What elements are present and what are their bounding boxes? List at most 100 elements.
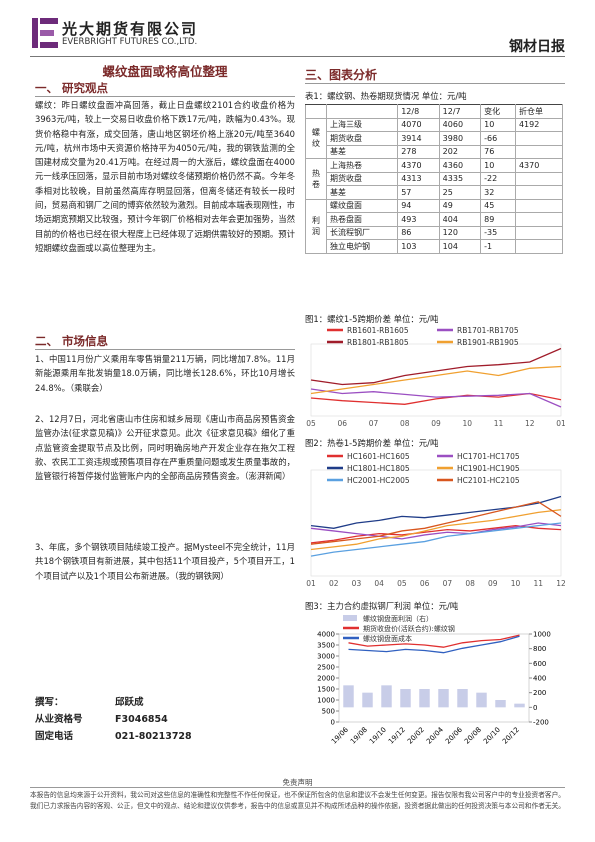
cell: 4360 bbox=[438, 158, 482, 173]
legend-label: HC1601-HC1605 bbox=[347, 452, 410, 461]
x-tick-label: 05 bbox=[397, 579, 407, 588]
rule bbox=[30, 787, 565, 788]
cell: 120 bbox=[438, 225, 482, 240]
cell: 89 bbox=[480, 212, 516, 227]
cell: 变化 bbox=[480, 104, 516, 119]
cell: 4370 bbox=[397, 158, 440, 173]
cell: 上海三级 bbox=[325, 117, 399, 132]
plot-frame bbox=[338, 633, 530, 723]
y-tick-label: 2000 bbox=[317, 675, 335, 683]
x-tick-label: 05 bbox=[306, 419, 316, 428]
row: 独立电炉钢 103 104 -1 bbox=[306, 239, 564, 254]
bar bbox=[514, 703, 525, 708]
plot-frame bbox=[310, 343, 562, 417]
cell: 利润 bbox=[305, 198, 327, 254]
bar bbox=[362, 692, 373, 708]
cell: 94 bbox=[397, 198, 440, 213]
section-heading: 三、图表分析 bbox=[305, 68, 378, 82]
report-name: 钢材日报 bbox=[509, 39, 565, 55]
cell: 上海热卷 bbox=[325, 158, 399, 173]
disclaimer-title: 免责声明 bbox=[282, 778, 313, 787]
cell: 热卷盘面 bbox=[325, 212, 399, 227]
y2-tick-label: 200 bbox=[533, 689, 546, 697]
bar bbox=[438, 689, 449, 708]
y2-tick-label: 400 bbox=[533, 675, 546, 683]
cell: 104 bbox=[438, 239, 482, 254]
author-value: F3046854 bbox=[115, 714, 168, 725]
cell: 10 bbox=[480, 117, 516, 132]
report-title: 螺纹盘面或将高位整理 bbox=[102, 64, 228, 79]
cell: 基差 bbox=[325, 185, 399, 200]
x-tick-label: 08 bbox=[400, 419, 410, 428]
y-tick-label: 2500 bbox=[317, 664, 335, 672]
cell: 折仓单 bbox=[514, 104, 564, 119]
x-tick-label: 03 bbox=[352, 579, 362, 588]
cell: -1 bbox=[480, 239, 516, 254]
author-row: 固定电话 021-80213728 bbox=[35, 728, 192, 745]
x-tick-label: 04 bbox=[374, 579, 384, 588]
cell bbox=[514, 225, 564, 240]
series-line bbox=[310, 522, 562, 557]
cell bbox=[514, 212, 564, 227]
series-line bbox=[310, 522, 562, 540]
series-line bbox=[348, 635, 520, 654]
paragraph: 3、年底，多个钢铁项目陆续竣工投产。据Mysteel不完全统计，11月共18个钢… bbox=[35, 542, 295, 581]
legend-label: HC1901-HC1905 bbox=[457, 464, 520, 473]
rule bbox=[305, 83, 565, 84]
row: 期货收盘 4313 4335 -22 bbox=[306, 171, 564, 186]
x-tick-label: 10 bbox=[511, 579, 521, 588]
legend-label: HC1801-HC1805 bbox=[347, 464, 410, 473]
y-tick-label: 4000 bbox=[317, 631, 335, 639]
cell: 202 bbox=[438, 144, 482, 159]
x-tick-label: 01 bbox=[556, 419, 565, 428]
x-tick-label: 09 bbox=[431, 419, 441, 428]
y-tick-label: 3000 bbox=[317, 653, 335, 661]
series-line bbox=[348, 634, 520, 648]
x-tick-label: 01 bbox=[306, 579, 316, 588]
cell: 493 bbox=[397, 212, 440, 227]
cell: 45 bbox=[480, 198, 516, 213]
cell: 长流程钢厂 bbox=[325, 225, 399, 240]
author-block: 撰写： 邱跃成 从业资格号 F3046854 固定电话 021-80213728 bbox=[35, 694, 192, 745]
series-line bbox=[310, 501, 562, 545]
cell: 10 bbox=[480, 158, 516, 173]
cell: -66 bbox=[480, 131, 516, 146]
x-tick-label: 08 bbox=[465, 579, 475, 588]
y2-tick-label: 800 bbox=[533, 645, 546, 653]
rule bbox=[35, 96, 295, 97]
y2-tick-label: -200 bbox=[533, 719, 549, 727]
legend-label: RB1901-RB1905 bbox=[457, 338, 519, 347]
row: 长流程钢厂 86 120 -35 bbox=[306, 225, 564, 240]
row: 利润 螺纹盘面 94 49 45 bbox=[305, 198, 564, 254]
cell bbox=[514, 198, 564, 213]
y-tick-label: 0 bbox=[331, 719, 335, 727]
series-line bbox=[310, 347, 562, 386]
y2-tick-label: 600 bbox=[533, 660, 546, 668]
author-key: 固定电话 bbox=[35, 731, 74, 742]
cell: 期货收盘 bbox=[325, 171, 399, 186]
cell bbox=[514, 171, 564, 186]
cell bbox=[514, 144, 564, 159]
series-line bbox=[310, 495, 562, 529]
cell: 278 bbox=[397, 144, 440, 159]
chart-caption: 图3：主力合约虚拟钢厂利润 单位：元/吨 bbox=[305, 601, 459, 611]
y-tick-label: 1500 bbox=[317, 686, 335, 694]
x-tick-label: 12 bbox=[556, 579, 565, 588]
cell: 3980 bbox=[438, 131, 482, 146]
series-line bbox=[310, 392, 562, 405]
cell: 4070 bbox=[397, 117, 440, 132]
cell: 3914 bbox=[397, 131, 440, 146]
disclaimer: 本报告的信息均来源于公开资料，我公司对这些信息的准确性和完整性不作任何保证，也不… bbox=[30, 791, 565, 810]
cell: 独立电炉钢 bbox=[325, 239, 399, 254]
x-tick-label: 20/10 bbox=[482, 726, 502, 746]
x-tick-label: 11 bbox=[494, 419, 504, 428]
author-key: 从业资格号 bbox=[35, 714, 83, 725]
x-tick-label: 06 bbox=[420, 579, 430, 588]
x-tick-label: 20/06 bbox=[444, 725, 464, 745]
series-line bbox=[310, 388, 562, 408]
bar bbox=[381, 685, 392, 708]
author-value: 021-80213728 bbox=[115, 731, 192, 742]
logo-bar bbox=[40, 18, 58, 24]
legend-label: HC2101-HC2105 bbox=[457, 476, 520, 485]
rule bbox=[35, 349, 295, 350]
